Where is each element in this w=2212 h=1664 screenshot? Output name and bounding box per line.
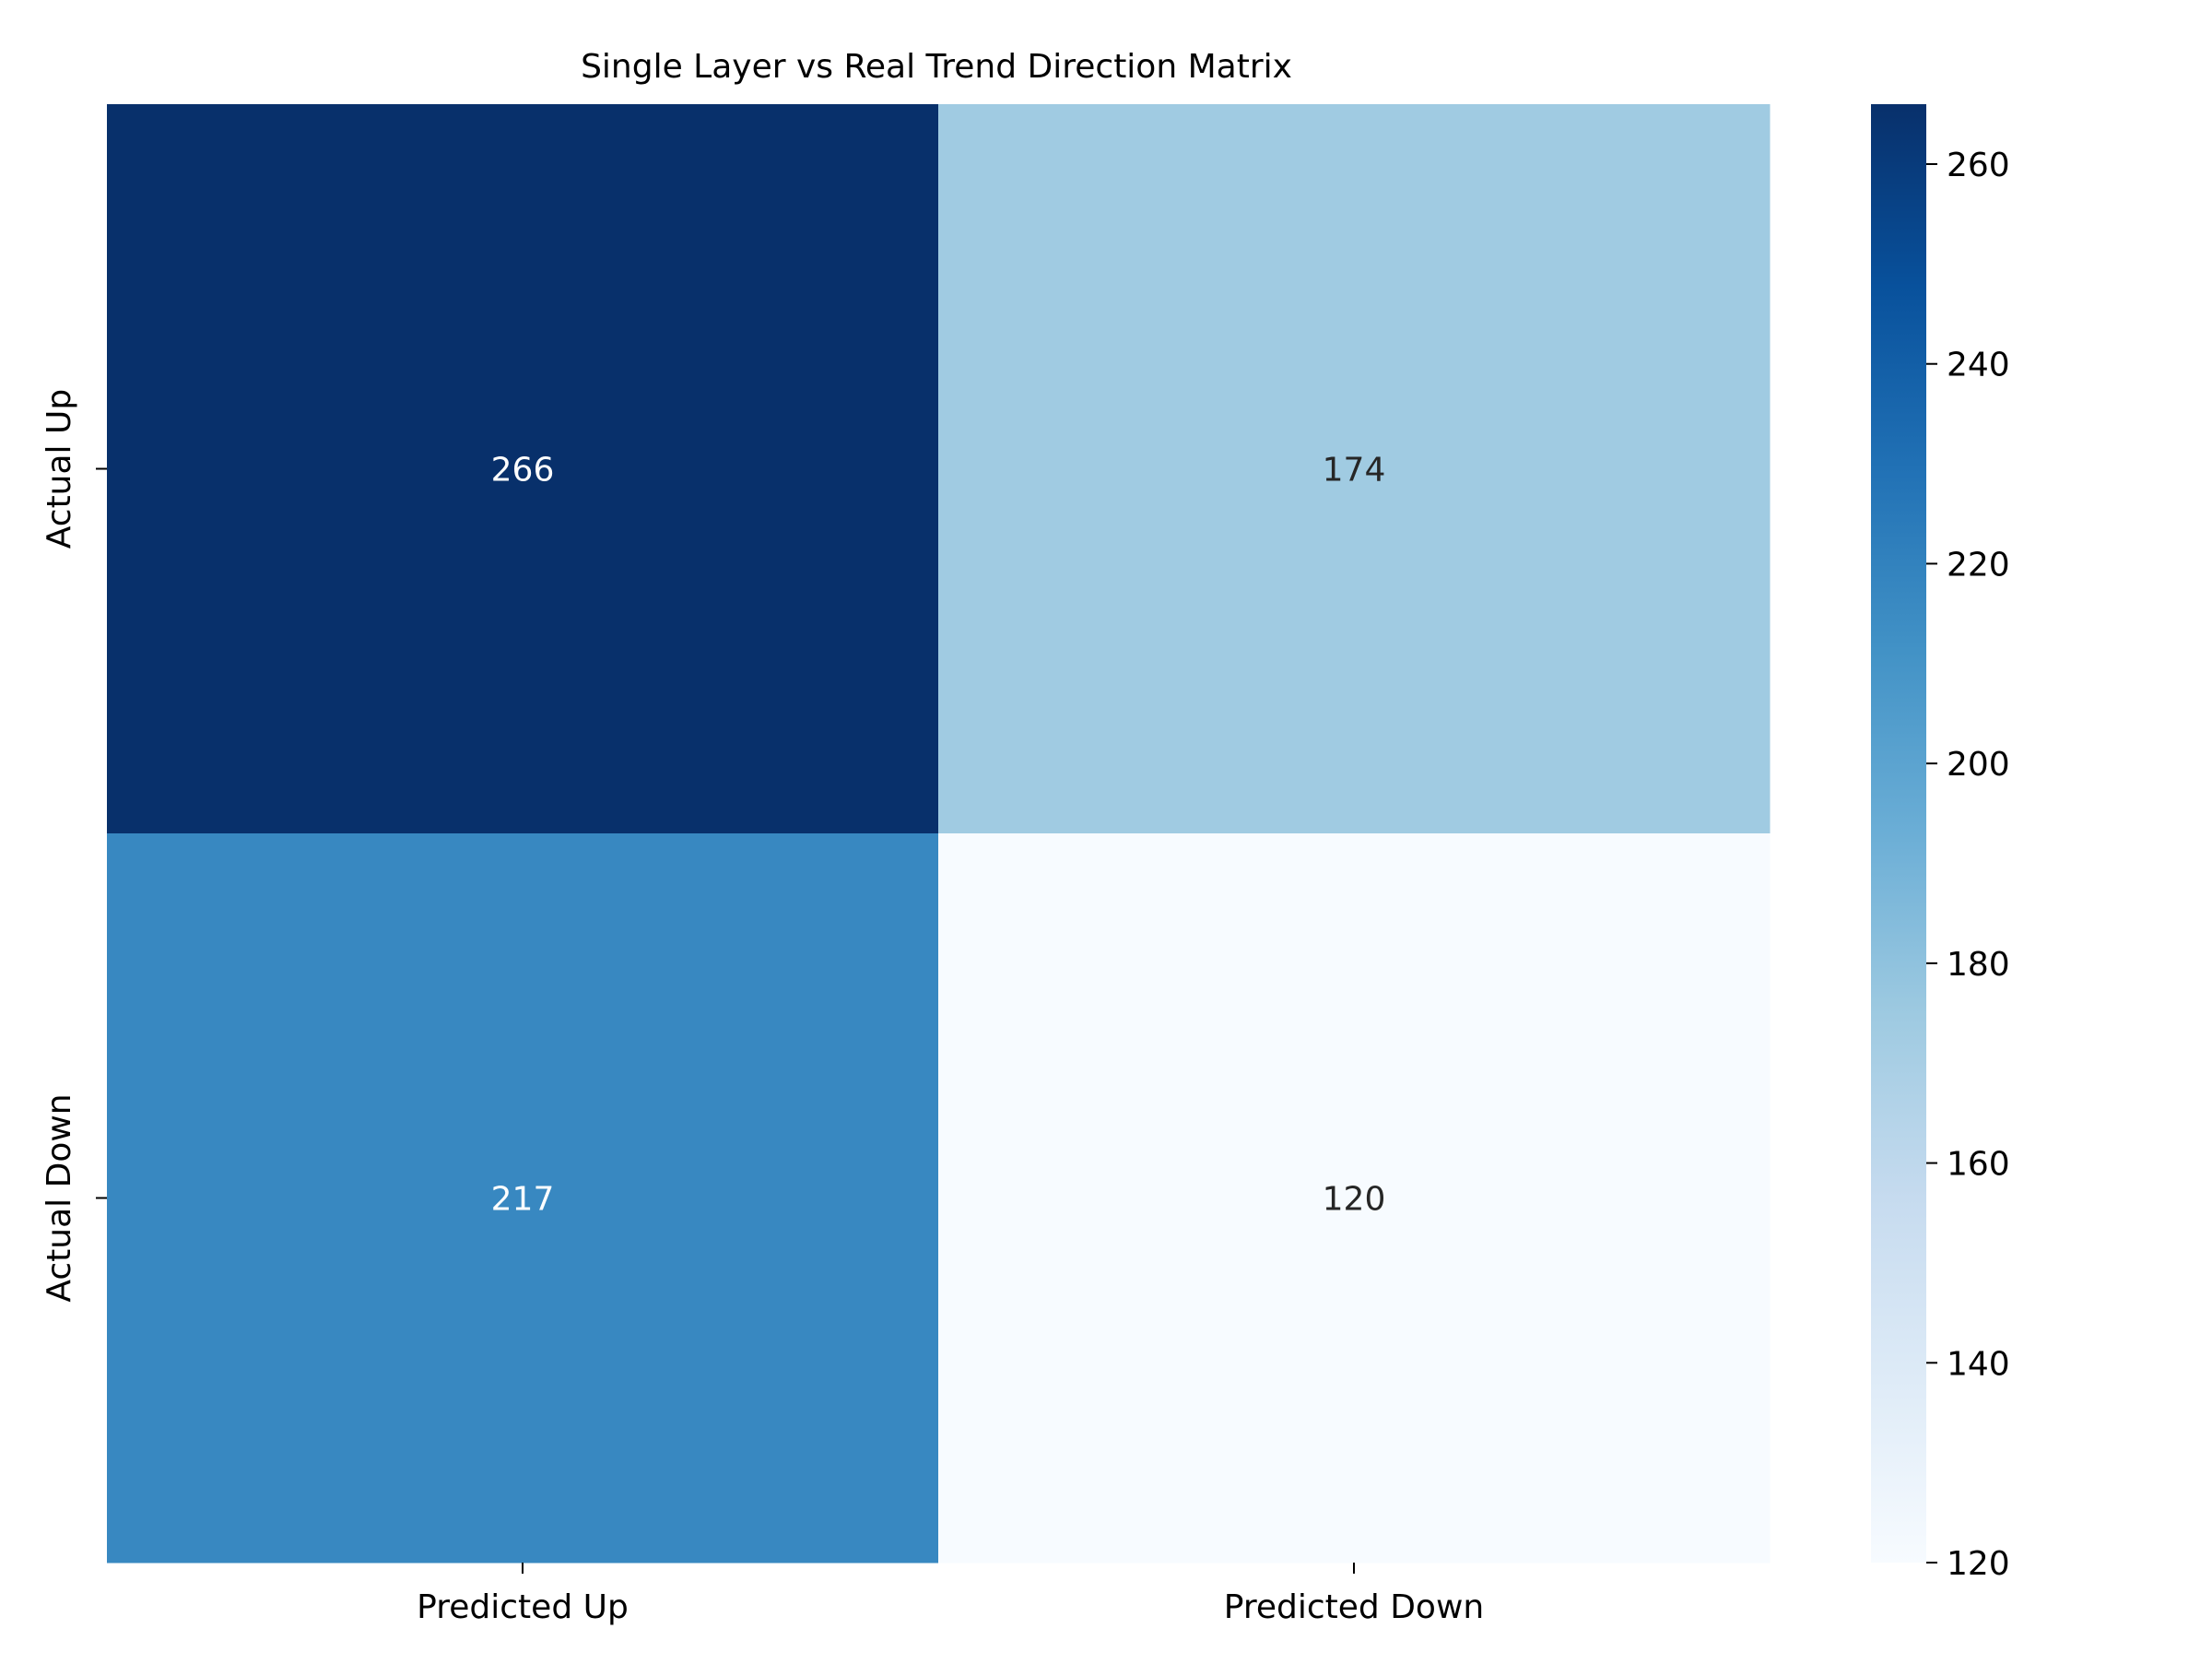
colorbar-gradient [1871, 104, 1926, 1563]
heatmap-cell [938, 104, 1771, 834]
colorbar-ticks: 120 140 160 180 200 220 240 260 [1926, 147, 2010, 1583]
y-tick-label: Actual Up [41, 389, 78, 549]
cell-value-label: 217 [491, 1181, 555, 1219]
colorbar-tick-label: 200 [1947, 746, 2010, 784]
y-tick-label: Actual Down [41, 1093, 78, 1302]
x-tick-label: Predicted Up [417, 1588, 629, 1626]
heatmap-cell [938, 833, 1771, 1564]
colorbar-tick-label: 140 [1947, 1345, 2010, 1383]
colorbar-tick-label: 240 [1947, 347, 2010, 384]
cell-value-label: 266 [491, 452, 555, 490]
x-axis: Predicted Up Predicted Down [417, 1563, 1484, 1626]
cell-value-label: 120 [1323, 1181, 1386, 1219]
colorbar-tick-label: 220 [1947, 546, 2010, 584]
y-axis: Actual Up Actual Down [41, 389, 107, 1303]
colorbar-tick-label: 260 [1947, 147, 2010, 184]
heatmap-cells [107, 104, 1771, 1564]
colorbar-tick-label: 120 [1947, 1545, 2010, 1583]
heatmap-cell [107, 104, 939, 834]
heatmap-cell-labels: 266 174 217 120 [491, 452, 1386, 1219]
colorbar-tick-label: 180 [1947, 946, 2010, 984]
heatmap-cell [107, 833, 939, 1564]
chart-title: Single Layer vs Real Trend Direction Mat… [581, 48, 1292, 86]
colorbar: 120 140 160 180 200 220 240 260 [1871, 104, 2010, 1583]
cell-value-label: 174 [1323, 452, 1386, 490]
colorbar-tick-label: 160 [1947, 1146, 2010, 1184]
x-tick-label: Predicted Down [1224, 1588, 1484, 1626]
